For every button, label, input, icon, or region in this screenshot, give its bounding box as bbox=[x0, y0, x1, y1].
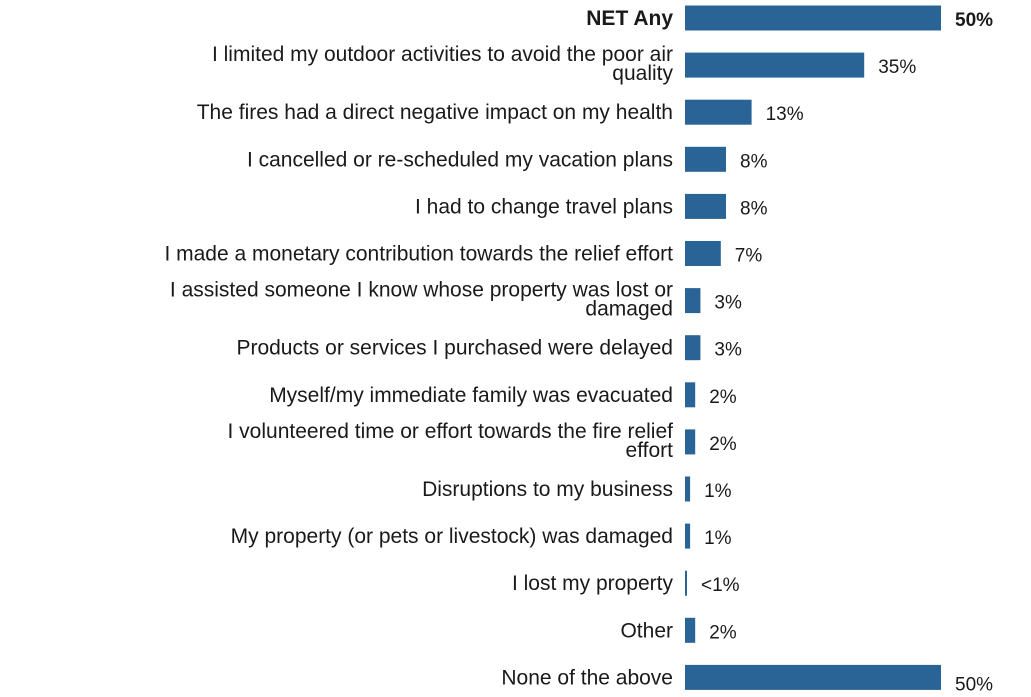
bar-13 bbox=[685, 617, 696, 643]
value-label-3: 8% bbox=[740, 151, 768, 172]
value-label-6: 3% bbox=[714, 293, 742, 314]
bar-2 bbox=[685, 99, 752, 125]
bar-4 bbox=[685, 193, 726, 219]
bar-14 bbox=[685, 664, 941, 690]
value-label-11: 1% bbox=[704, 528, 732, 549]
bar-7 bbox=[685, 335, 701, 361]
bar-9 bbox=[685, 429, 696, 455]
category-label-11: My property (or pets or livestock) was d… bbox=[231, 525, 673, 548]
category-label-2: The fires had a direct negative impact o… bbox=[197, 101, 673, 124]
value-label-10: 1% bbox=[704, 481, 732, 502]
bar-0 bbox=[685, 5, 941, 31]
value-label-0: 50% bbox=[955, 10, 993, 31]
category-label-13: Other bbox=[620, 619, 673, 642]
value-label-7: 3% bbox=[714, 340, 742, 361]
bar-1 bbox=[685, 52, 865, 78]
bar-6 bbox=[685, 288, 701, 314]
value-label-13: 2% bbox=[709, 622, 737, 643]
category-label-0: NET Any bbox=[586, 7, 673, 30]
category-label-9: I volunteered time or effort towards the… bbox=[228, 420, 674, 462]
bar-3 bbox=[685, 146, 726, 172]
value-label-12: <1% bbox=[701, 575, 740, 596]
category-label-5: I made a monetary contribution towards t… bbox=[164, 243, 673, 266]
value-label-2: 13% bbox=[766, 104, 804, 125]
bar-5 bbox=[685, 241, 721, 266]
category-label-7: Products or services I purchased were de… bbox=[236, 337, 673, 360]
value-label-14: 50% bbox=[955, 674, 993, 695]
bar-12 bbox=[685, 570, 687, 596]
value-label-4: 8% bbox=[740, 198, 768, 219]
category-label-4: I had to change travel plans bbox=[415, 195, 673, 218]
category-label-12: I lost my property bbox=[512, 572, 674, 595]
category-label-14: None of the above bbox=[501, 666, 673, 689]
value-label-8: 2% bbox=[709, 387, 737, 408]
value-label-9: 2% bbox=[709, 434, 737, 455]
chart-rows: NET Any 50% I limited my outdoor activitie… bbox=[164, 5, 993, 695]
category-label-6: I assisted someone I know whose property… bbox=[170, 279, 673, 321]
value-label-1: 35% bbox=[878, 57, 916, 78]
bar-8 bbox=[685, 382, 696, 408]
category-label-10: Disruptions to my business bbox=[422, 478, 673, 501]
category-label-3: I cancelled or re-scheduled my vacation … bbox=[247, 148, 673, 171]
bar-10 bbox=[685, 476, 691, 502]
category-label-8: Myself/my immediate family was evacuated bbox=[269, 384, 673, 407]
value-label-5: 7% bbox=[735, 246, 763, 267]
bar-11 bbox=[685, 523, 691, 549]
category-label-1: I limited my outdoor activities to avoid… bbox=[212, 43, 674, 85]
